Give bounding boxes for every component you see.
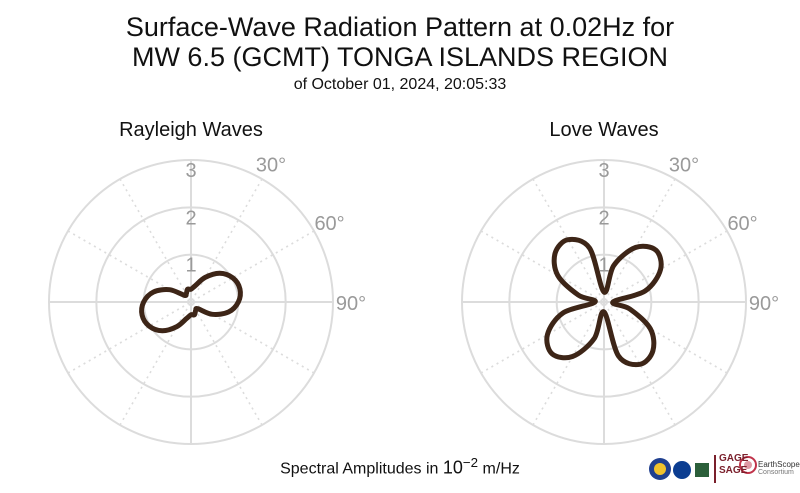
love-radial-tick-1: 1 — [598, 255, 609, 277]
love-angle-tick-90: 90° — [749, 293, 779, 315]
caption-suffix: m/Hz — [478, 460, 520, 478]
rayleigh-radial-tick-3: 3 — [185, 160, 196, 182]
consortium-logo-text: Consortium — [758, 469, 794, 476]
rayleigh-radial-tick-1: 1 — [185, 255, 196, 277]
logo-divider — [714, 455, 716, 483]
rayleigh-angle-tick-90: 90° — [336, 293, 366, 315]
logo-graphics — [649, 455, 757, 483]
usgs-logo-icon — [695, 463, 709, 477]
earthscope-logo-icon — [739, 456, 757, 474]
love-radial-tick-2: 2 — [598, 207, 609, 229]
chart-title-line-1: Surface-Wave Radiation Pattern at 0.02Hz… — [125, 12, 675, 42]
love-angle-tick-30: 30° — [669, 154, 699, 176]
rayleigh-radiation-curve-0 — [139, 270, 243, 334]
love-radial-tick-3: 3 — [598, 160, 609, 182]
rayleigh-angle-tick-60: 60° — [314, 213, 344, 235]
chart-title-line-2: MW 6.5 (GCMT) TONGA ISLANDS REGION — [131, 42, 669, 72]
earthscope-logo-text: EarthScope — [758, 460, 800, 469]
gage-logo-text: GAGE — [719, 453, 749, 464]
rayleigh-angle-tick-30: 30° — [256, 154, 286, 176]
caption-exponent: −2 — [462, 455, 479, 470]
amplitude-units-caption: Spectral Amplitudes in 10−2 m/Hz — [0, 455, 800, 478]
nsf-logo-inner-icon — [654, 463, 666, 475]
chart-subtitle-date: of October 01, 2024, 20:05:33 — [293, 76, 507, 93]
sage-logo-text: SAGE — [719, 465, 748, 476]
caption-prefix: Spectral Amplitudes in — [280, 460, 443, 478]
nasa-logo-icon — [673, 461, 691, 479]
earthscope-logo-inner-icon — [744, 461, 752, 469]
rayleigh-radial-tick-2: 2 — [185, 207, 196, 229]
rayleigh-panel-title: Rayleigh Waves — [119, 119, 263, 141]
love-panel-title: Love Waves — [549, 119, 659, 141]
caption-base: 10 — [442, 457, 463, 478]
love-radiation-curve-0 — [544, 236, 664, 368]
sponsor-logos: GAGE SAGE EarthScope Consortium — [648, 452, 800, 486]
love-angle-tick-60: 60° — [727, 213, 757, 235]
